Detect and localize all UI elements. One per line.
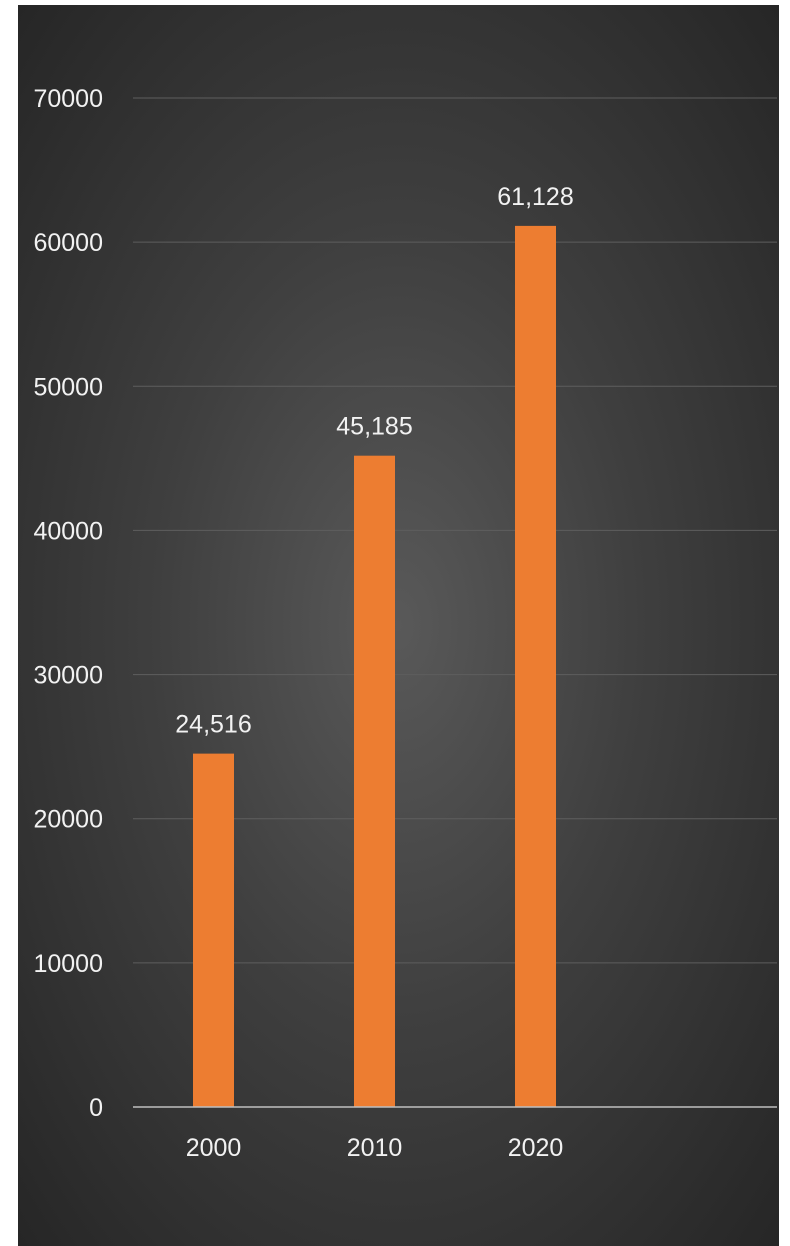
x-tick-label: 2020 bbox=[508, 1134, 564, 1162]
x-tick-label: 2000 bbox=[186, 1134, 242, 1162]
y-tick-label: 0 bbox=[89, 1094, 103, 1122]
bars bbox=[193, 225, 556, 1107]
y-tick-label: 20000 bbox=[33, 806, 103, 834]
y-tick-label: 10000 bbox=[33, 950, 103, 978]
bar bbox=[193, 753, 234, 1107]
gridlines bbox=[133, 97, 777, 964]
x-tick-label: 2010 bbox=[347, 1134, 403, 1162]
y-tick-label: 60000 bbox=[33, 229, 103, 257]
y-tick-label: 30000 bbox=[33, 662, 103, 690]
y-tick-label: 40000 bbox=[33, 517, 103, 545]
y-axis-tick-labels: 0 10000 20000 30000 40000 50000 60000 70000 bbox=[33, 85, 103, 1122]
x-axis-tick-labels: 2000 2010 2020 bbox=[186, 1134, 564, 1162]
data-label: 45,185 bbox=[336, 413, 412, 441]
y-tick-label: 50000 bbox=[33, 373, 103, 401]
data-label: 24,516 bbox=[175, 711, 251, 739]
bar bbox=[515, 225, 556, 1107]
bar bbox=[354, 455, 395, 1107]
chart-background bbox=[18, 5, 779, 1246]
y-tick-label: 70000 bbox=[33, 85, 103, 113]
data-labels: 24,516 45,185 61,128 bbox=[175, 183, 573, 739]
data-label: 61,128 bbox=[497, 183, 573, 211]
